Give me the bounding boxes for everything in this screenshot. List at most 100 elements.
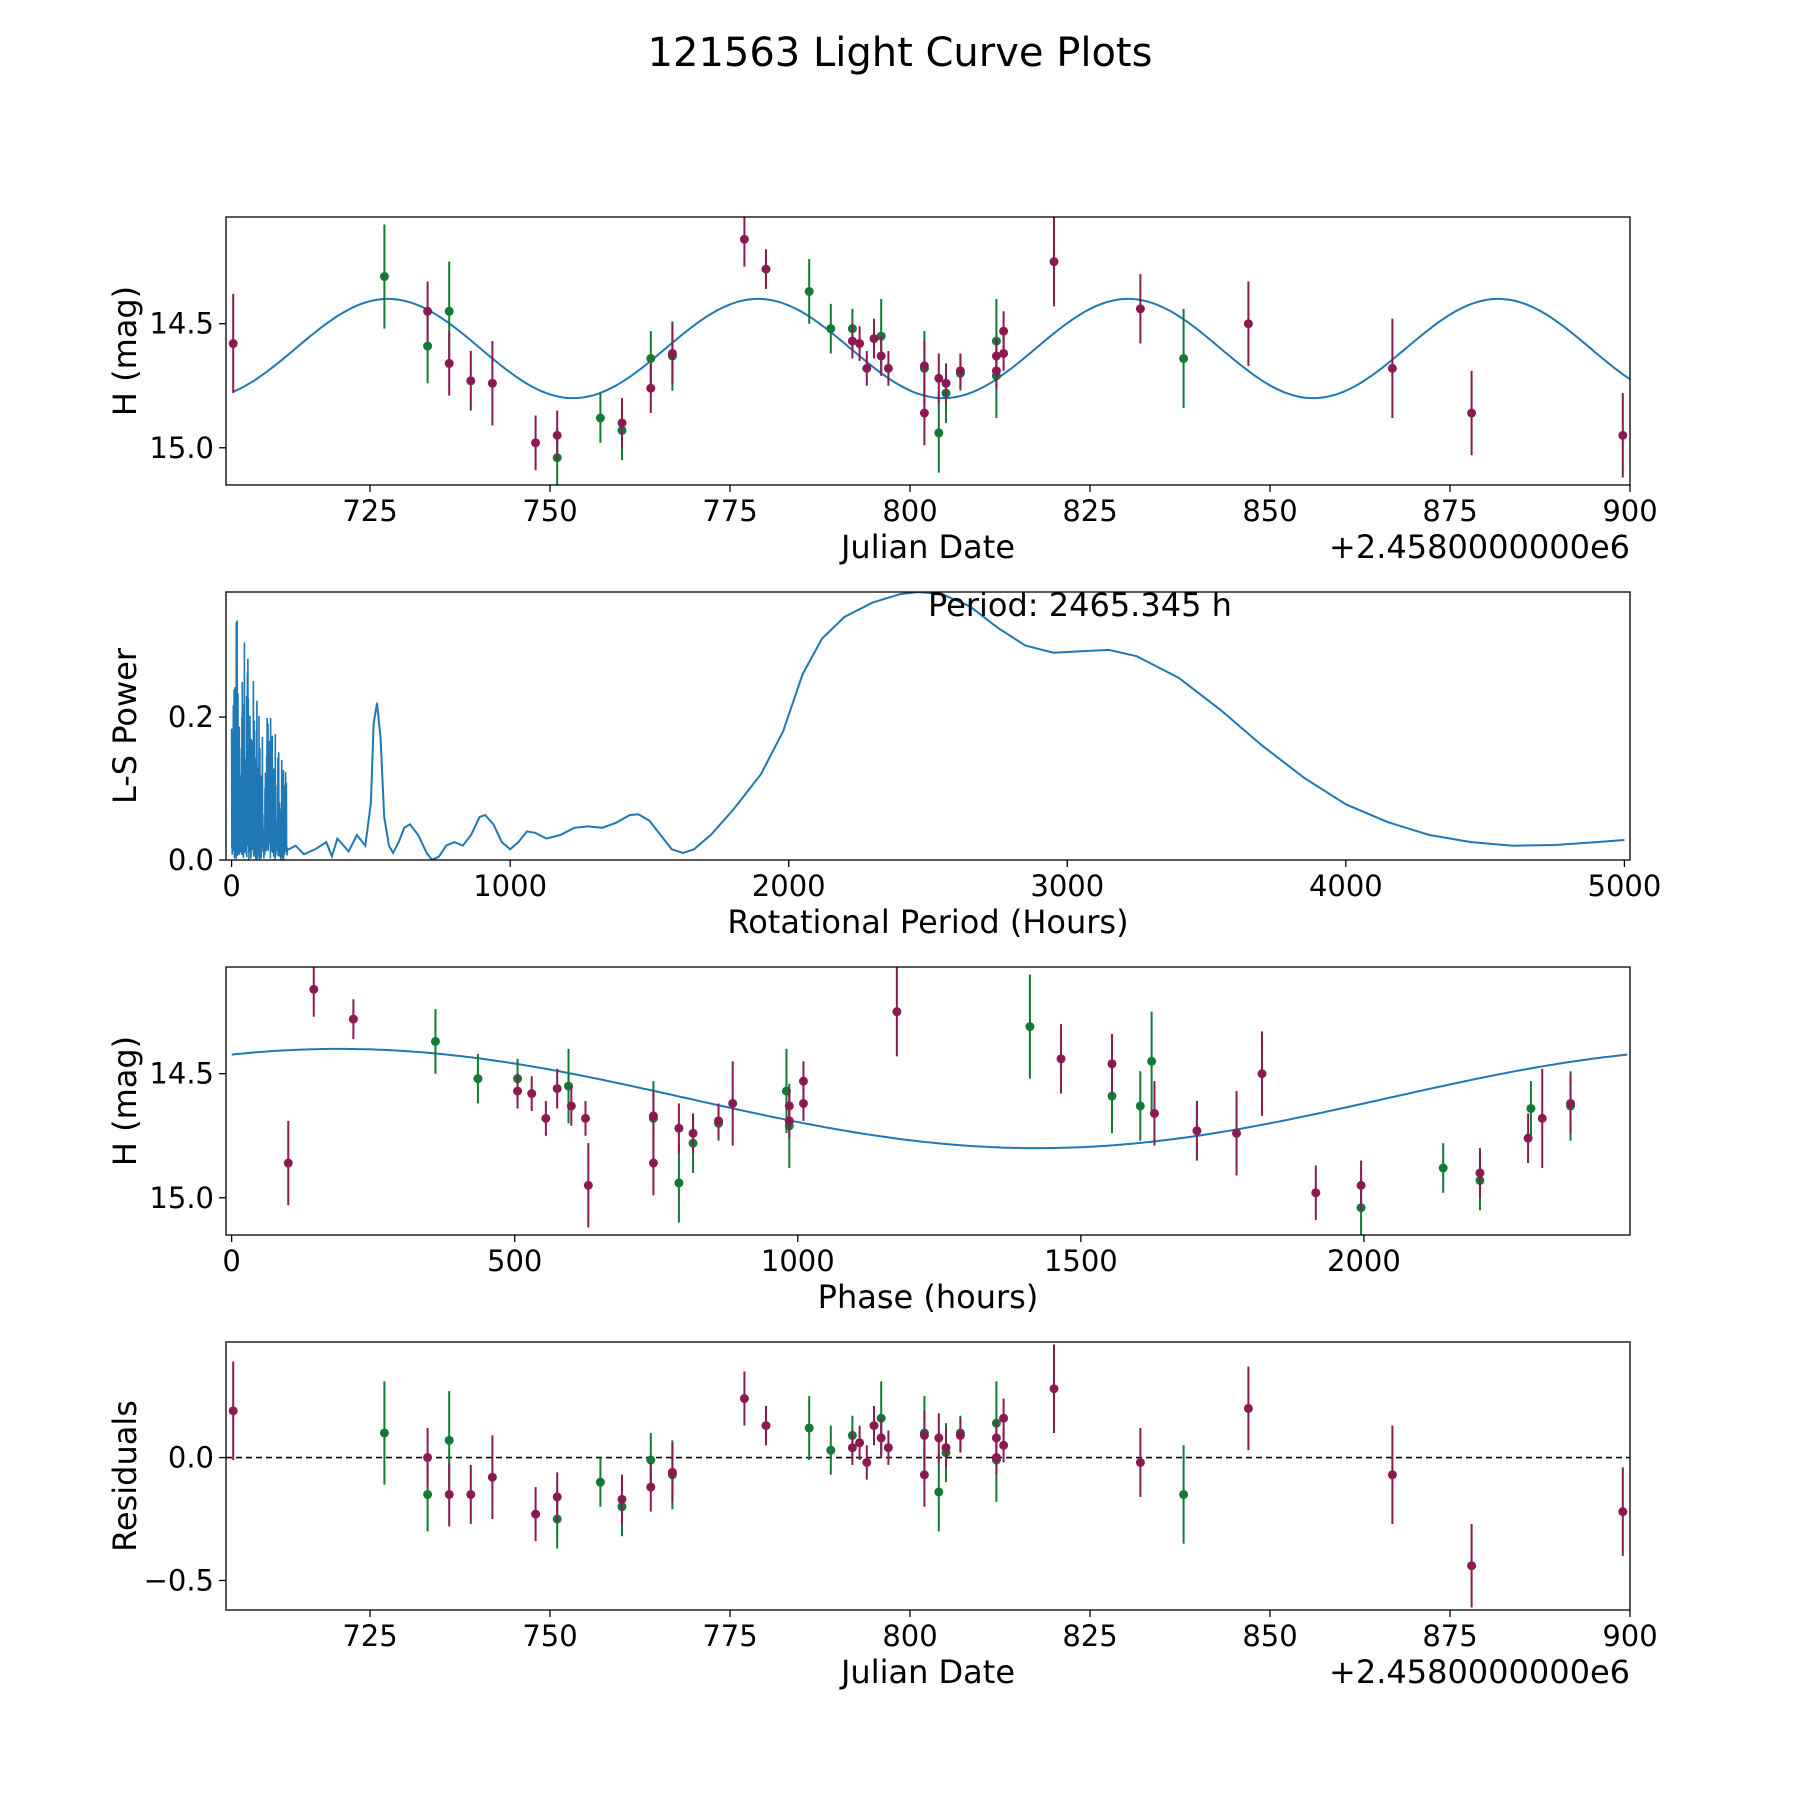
x-tick-label: 850 (1242, 1619, 1297, 1653)
data-point (999, 1413, 1009, 1423)
plot-area-light-curve (228, 217, 1630, 485)
y-tick-label: 0.0 (168, 1441, 214, 1475)
data-point (667, 1467, 677, 1477)
data-point (862, 1457, 872, 1467)
data-point (646, 1455, 656, 1465)
axes-frame-light-curve (225, 216, 1631, 486)
data-point (1618, 1507, 1628, 1517)
data-point (1243, 1403, 1253, 1413)
x-tick-label: 900 (1602, 1619, 1657, 1653)
data-point (648, 1111, 658, 1121)
data-point (876, 351, 886, 361)
data-point (869, 1421, 879, 1431)
data-point (991, 366, 1001, 376)
data-point (552, 1084, 562, 1094)
axes-frame-periodogram (225, 591, 1631, 861)
y-axis-label: H (mag) (106, 286, 144, 416)
data-point (667, 348, 677, 358)
data-point (1149, 1108, 1159, 1118)
series-g-residuals (379, 1381, 1189, 1549)
x-tick-label: 5000 (1588, 869, 1662, 903)
data-point (648, 1158, 658, 1168)
y-tick-label: 15.0 (149, 431, 214, 465)
data-point (566, 1101, 576, 1111)
data-point (283, 1158, 293, 1168)
data-point (688, 1128, 698, 1138)
model-fit-curve (232, 297, 1630, 400)
data-point (531, 1509, 541, 1519)
data-point (423, 1489, 433, 1499)
x-tick-label: 725 (342, 1619, 397, 1653)
axes-frame-phase-folded (225, 966, 1631, 1236)
x-axis-offset-label: +2.4580000000e6 (1329, 528, 1630, 566)
data-point (473, 1074, 483, 1084)
data-point (1387, 363, 1397, 373)
data-point (919, 1430, 929, 1440)
data-point (379, 1428, 389, 1438)
data-point (1135, 1457, 1145, 1467)
x-tick-label: 4000 (1309, 869, 1383, 903)
data-point (1537, 1113, 1547, 1123)
x-tick-label: 0 (222, 869, 240, 903)
data-point (761, 264, 771, 274)
data-point (423, 341, 433, 351)
x-tick-label: 3000 (1030, 869, 1104, 903)
data-point (1179, 353, 1189, 363)
data-point (826, 324, 836, 334)
data-point (531, 438, 541, 448)
data-point (423, 306, 433, 316)
data-point (674, 1123, 684, 1133)
data-point (869, 334, 879, 344)
panel-residuals: 725 750 775 800 825 850 875 900 0.0 −0.5 Julian Da… (106, 1341, 1658, 1691)
data-point (739, 1394, 749, 1404)
data-point (595, 413, 605, 423)
data-point (674, 1178, 684, 1188)
data-point (999, 326, 1009, 336)
data-point (999, 1440, 1009, 1450)
series-g-light-curve (379, 224, 1189, 485)
x-tick-label: 0 (222, 1244, 240, 1278)
data-point (1257, 1069, 1267, 1079)
data-point (1025, 1022, 1035, 1032)
data-point (1387, 1470, 1397, 1480)
x-tick-label: 1000 (473, 869, 547, 903)
x-tick-label: 2000 (752, 869, 826, 903)
data-point (919, 361, 929, 371)
y-tick-label: −0.5 (144, 1563, 214, 1597)
data-point (883, 1443, 893, 1453)
x-tick-label: 725 (342, 494, 397, 528)
x-tick-label: 1500 (1044, 1244, 1118, 1278)
data-point (1135, 304, 1145, 314)
data-point (1475, 1168, 1485, 1178)
data-point (1107, 1059, 1117, 1069)
plot-area-residuals (226, 1344, 1630, 1608)
data-point (1056, 1054, 1066, 1064)
data-point (847, 1443, 857, 1453)
data-point (1232, 1128, 1242, 1138)
data-point (1618, 430, 1628, 440)
chart-panels: 725 750 775 800 825 850 875 900 15.0 14.5 Julian D… (106, 216, 1662, 1691)
data-point (228, 339, 238, 349)
x-axis-label: Julian Date (839, 528, 1015, 566)
data-point (798, 1098, 808, 1108)
data-point (991, 1433, 1001, 1443)
x-tick-label: 800 (882, 494, 937, 528)
x-tick-label: 775 (702, 1619, 757, 1653)
data-point (855, 1438, 865, 1448)
y-axis-label: L-S Power (106, 647, 144, 804)
data-point (919, 408, 929, 418)
data-point (646, 353, 656, 363)
data-point (798, 1076, 808, 1086)
x-axis-label: Rotational Period (Hours) (727, 903, 1128, 941)
data-point (487, 1472, 497, 1482)
data-point (784, 1116, 794, 1126)
data-point (541, 1113, 551, 1123)
panel-light-curve: 725 750 775 800 825 850 875 900 15.0 14.5 Julian D… (106, 216, 1658, 566)
data-point (580, 1113, 590, 1123)
data-point (876, 1433, 886, 1443)
plot-area-periodogram (230, 592, 1625, 860)
data-point (941, 378, 951, 388)
x-tick-label: 825 (1062, 1619, 1117, 1653)
data-point (444, 1435, 454, 1445)
